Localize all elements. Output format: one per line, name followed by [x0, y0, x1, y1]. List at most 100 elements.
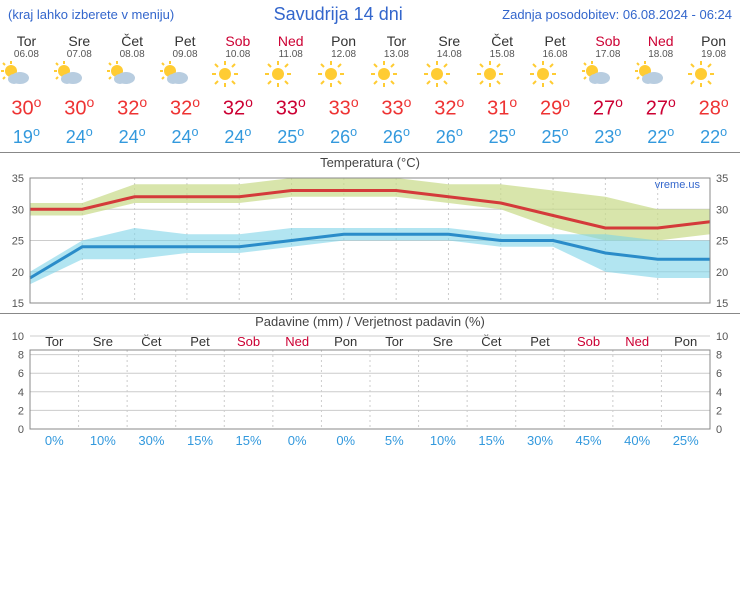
day-date: 15.08 — [476, 49, 529, 60]
svg-text:20: 20 — [716, 266, 728, 278]
temp-low: 23o — [581, 125, 634, 148]
day-name: Pon — [317, 33, 370, 49]
day-col: Sob10.0832o24o — [211, 29, 264, 152]
temp-high: 27o — [581, 94, 634, 121]
svg-text:35: 35 — [12, 173, 24, 185]
svg-text:0: 0 — [18, 424, 24, 436]
temp-low: 22o — [634, 125, 687, 148]
day-col: Pet16.0829o25o — [529, 29, 582, 152]
svg-text:8: 8 — [716, 349, 722, 361]
day-date: 14.08 — [423, 49, 476, 60]
last-update: Zadnja posodobitev: 06.08.2024 - 06:24 — [502, 7, 732, 22]
weather-icon — [159, 60, 212, 90]
day-col: Sre07.0830o24o — [53, 29, 106, 152]
day-date: 07.08 — [53, 49, 106, 60]
day-date: 12.08 — [317, 49, 370, 60]
temp-low: 24o — [106, 125, 159, 148]
precip-chart-block: Padavine (mm) / Verjetnost padavin (%)To… — [0, 314, 740, 449]
day-date: 08.08 — [106, 49, 159, 60]
svg-text:Padavine (mm) / Verjetnost pad: Padavine (mm) / Verjetnost padavin (%) — [255, 314, 485, 329]
svg-text:45%: 45% — [576, 433, 602, 448]
day-col: Sob17.08 27o 23o — [581, 29, 634, 152]
temp-low: 22o — [687, 125, 740, 148]
day-date: 13.08 — [370, 49, 423, 60]
weather-icon — [634, 60, 687, 90]
day-date: 09.08 — [159, 49, 212, 60]
weather-icon — [423, 60, 476, 90]
weather-icon — [687, 60, 740, 90]
day-col: Tor13.0833o26o — [370, 29, 423, 152]
day-date: 18.08 — [634, 49, 687, 60]
day-date: 17.08 — [581, 49, 634, 60]
svg-text:8: 8 — [18, 349, 24, 361]
svg-text:10%: 10% — [90, 433, 116, 448]
temp-high: 28o — [687, 94, 740, 121]
temp-low: 25o — [264, 125, 317, 148]
day-col: Pon19.0828o22o — [687, 29, 740, 152]
svg-text:0%: 0% — [288, 433, 307, 448]
temp-low: 24o — [211, 125, 264, 148]
temp-high: 33o — [370, 94, 423, 121]
svg-text:30: 30 — [12, 204, 24, 216]
location-hint[interactable]: (kraj lahko izberete v meniju) — [8, 7, 174, 22]
svg-text:25: 25 — [716, 235, 728, 247]
svg-text:20: 20 — [12, 266, 24, 278]
temp-high: 29o — [529, 94, 582, 121]
day-name: Čet — [106, 33, 159, 49]
svg-text:30%: 30% — [138, 433, 164, 448]
day-col: Ned18.0827o22o — [634, 29, 687, 152]
svg-text:15%: 15% — [187, 433, 213, 448]
weather-icon — [370, 60, 423, 90]
day-col: Čet08.08 32o 24o — [106, 29, 159, 152]
precip-chart: Padavine (mm) / Verjetnost padavin (%)To… — [0, 314, 740, 449]
weather-icon — [264, 60, 317, 90]
day-name: Tor — [370, 33, 423, 49]
day-name: Ned — [634, 33, 687, 49]
day-name: Tor — [0, 33, 53, 49]
svg-text:25%: 25% — [673, 433, 699, 448]
temp-low: 24o — [159, 125, 212, 148]
svg-text:Temperatura (°C): Temperatura (°C) — [320, 155, 420, 170]
day-col: Sre14.08 32o 26o — [423, 29, 476, 152]
temp-low: 24o — [53, 125, 106, 148]
page-title: Savudrija 14 dni — [274, 4, 403, 25]
svg-text:6: 6 — [716, 368, 722, 380]
day-name: Sre — [423, 33, 476, 49]
day-name: Sob — [581, 33, 634, 49]
day-col: Tor06.0830o19o — [0, 29, 53, 152]
temp-high: 31o — [476, 94, 529, 121]
svg-text:4: 4 — [18, 386, 24, 398]
temp-high: 32o — [423, 94, 476, 121]
day-date: 16.08 — [529, 49, 582, 60]
forecast-grid: Tor06.0830o19oSre07.0830o24oČet08.0832o2… — [0, 29, 740, 153]
svg-text:15%: 15% — [478, 433, 504, 448]
temp-high: 32o — [159, 94, 212, 121]
day-date: 11.08 — [264, 49, 317, 60]
svg-text:2: 2 — [18, 405, 24, 417]
temp-low: 26o — [317, 125, 370, 148]
temp-low: 26o — [423, 125, 476, 148]
temp-high: 32o — [106, 94, 159, 121]
svg-text:4: 4 — [716, 386, 722, 398]
temp-high: 33o — [264, 94, 317, 121]
day-col: Pet09.08 32o 24o — [159, 29, 212, 152]
day-name: Čet — [476, 33, 529, 49]
weather-icon — [581, 60, 634, 90]
svg-text:30%: 30% — [527, 433, 553, 448]
weather-icon — [529, 60, 582, 90]
svg-text:0%: 0% — [45, 433, 64, 448]
day-name: Sre — [53, 33, 106, 49]
temperature-chart-block: Temperatura (°C)15152020252530303535vrem… — [0, 153, 740, 314]
temp-low: 25o — [529, 125, 582, 148]
weather-icon — [0, 60, 53, 90]
temp-high: 33o — [317, 94, 370, 121]
svg-text:0: 0 — [716, 424, 722, 436]
day-name: Pet — [159, 33, 212, 49]
svg-text:5%: 5% — [385, 433, 404, 448]
day-date: 06.08 — [0, 49, 53, 60]
weather-icon — [53, 60, 106, 90]
temp-low: 19o — [0, 125, 53, 148]
svg-text:10%: 10% — [430, 433, 456, 448]
day-name: Pon — [687, 33, 740, 49]
svg-text:25: 25 — [12, 235, 24, 247]
